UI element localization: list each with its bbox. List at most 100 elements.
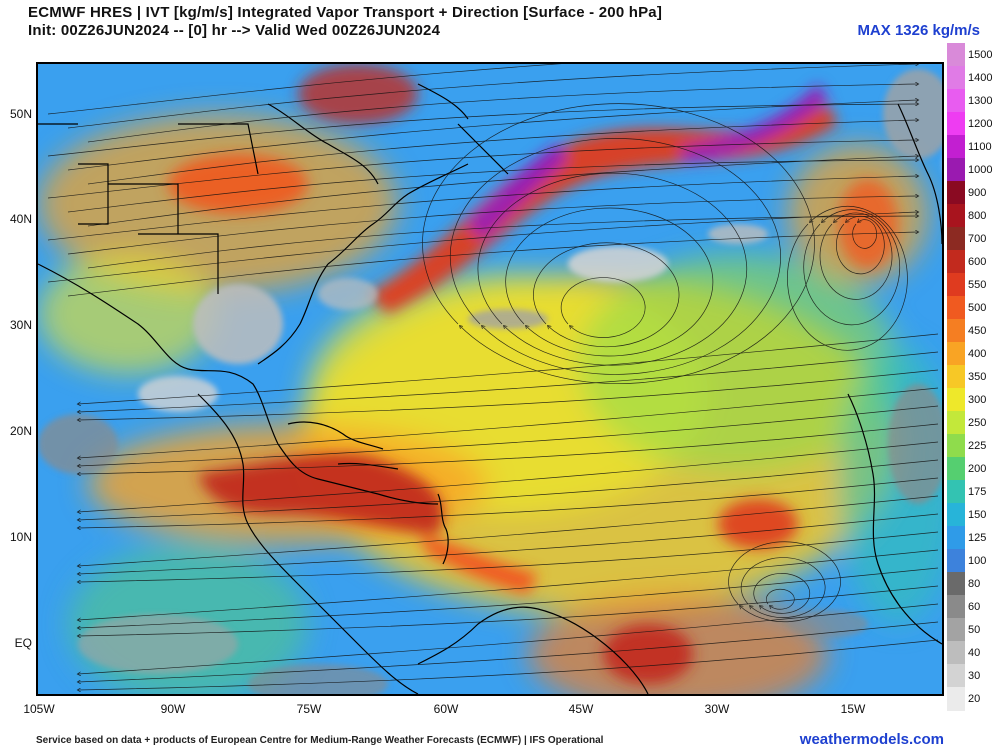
legend-swatch [947,296,965,320]
brand-link[interactable]: weathermodels.com [799,731,944,748]
legend-label: 20 [968,692,981,705]
legend-label: 80 [968,577,981,590]
legend-swatch [947,250,965,274]
streamline [78,423,939,474]
legend-label: 250 [968,416,987,429]
legend-swatch [947,66,965,90]
legend-swatch [947,181,965,205]
lon-label-60w: 60W [433,702,459,716]
streamline [47,104,918,157]
streamline [533,242,680,348]
streamline [78,585,939,636]
legend-swatch [947,687,965,711]
streamline [87,216,918,269]
streamline [852,220,877,249]
legend-swatch [947,204,965,228]
legend-swatch [947,480,965,504]
init-valid-line: Init: 00Z26JUN2024 -- [0] hr --> Valid W… [28,22,441,39]
lon-label-75w: 75W [296,702,322,716]
streamline [78,351,939,412]
legend-label: 1400 [968,71,993,84]
moisture-plumes [168,64,898,684]
streamline [836,215,885,275]
legend-label: 550 [968,278,987,291]
lon-label-105w: 105W [23,702,55,716]
streamline [87,156,918,227]
streamline [422,103,815,384]
streamline [67,160,918,213]
legend-label: 1100 [968,140,992,153]
streamline [47,212,918,283]
legend-label: 60 [968,600,981,613]
legend-label: 100 [968,554,987,567]
legend-label: 1200 [968,117,993,130]
streamline [803,209,901,326]
streamline [67,232,918,297]
streamline [78,567,939,628]
lat-label-50n: 50N [9,107,32,121]
legend-swatch [947,503,965,527]
legend-label: 225 [968,439,987,452]
streamlines [47,64,939,690]
legend-label: 50 [968,623,981,636]
lon-label-90w: 90W [160,702,186,716]
legend-label: 1300 [968,94,993,107]
legend-label: 800 [968,209,987,222]
map-title: ECMWF HRES | IVT [kg/m/s] Integrated Vap… [28,4,663,21]
streamline [753,573,811,614]
legend-swatch [947,319,965,343]
dry-areas [38,69,942,694]
streamline [87,84,918,143]
streamline [78,405,939,466]
streamline [87,120,918,185]
legend-label: 30 [968,669,981,682]
streamline [78,459,939,520]
legend-swatch [947,273,965,297]
lat-label-40n: 40N [9,212,32,226]
legend-swatch [947,641,965,665]
legend-label: 200 [968,462,987,475]
legend-label: 1500 [968,48,993,61]
streamline [47,64,562,115]
legend-swatch [947,664,965,688]
legend-swatch [947,618,965,642]
lat-label-eq: EQ [14,636,32,650]
streamline [78,477,939,528]
streamline [740,557,826,618]
streamline [67,64,918,129]
streamline [78,513,939,574]
streamline [78,531,939,582]
lon-label-30w: 30W [704,702,730,716]
streamline [449,138,781,375]
lat-label-20n: 20N [9,424,32,438]
streamline [78,549,939,620]
legend-label: 700 [968,232,987,245]
legend-label: 600 [968,255,987,268]
lon-label-45w: 45W [568,702,594,716]
streamline [728,541,841,623]
legend-swatch [947,112,965,136]
lat-label-30n: 30N [9,318,32,332]
legend-label: 40 [968,646,981,659]
streamline [78,495,939,566]
legend-label: 300 [968,393,987,406]
streamline [78,639,939,690]
data-credit: Service based on data + products of Euro… [36,735,604,746]
legend-label: 1000 [968,163,993,176]
streamline [47,140,918,199]
streamline [78,387,939,458]
legend-swatch [947,342,965,366]
streamline [505,207,714,357]
lat-label-10n: 10N [9,530,32,544]
streamline [560,277,646,338]
legend-swatch [947,411,965,435]
legend-label: 500 [968,301,987,314]
legend-swatch [947,526,965,550]
streamline [67,100,918,171]
streamline [47,176,918,241]
color-legend [947,43,965,711]
streamline [78,441,939,512]
ivt-field [38,64,942,694]
legend-swatch [947,434,965,458]
legend-swatch [947,158,965,182]
